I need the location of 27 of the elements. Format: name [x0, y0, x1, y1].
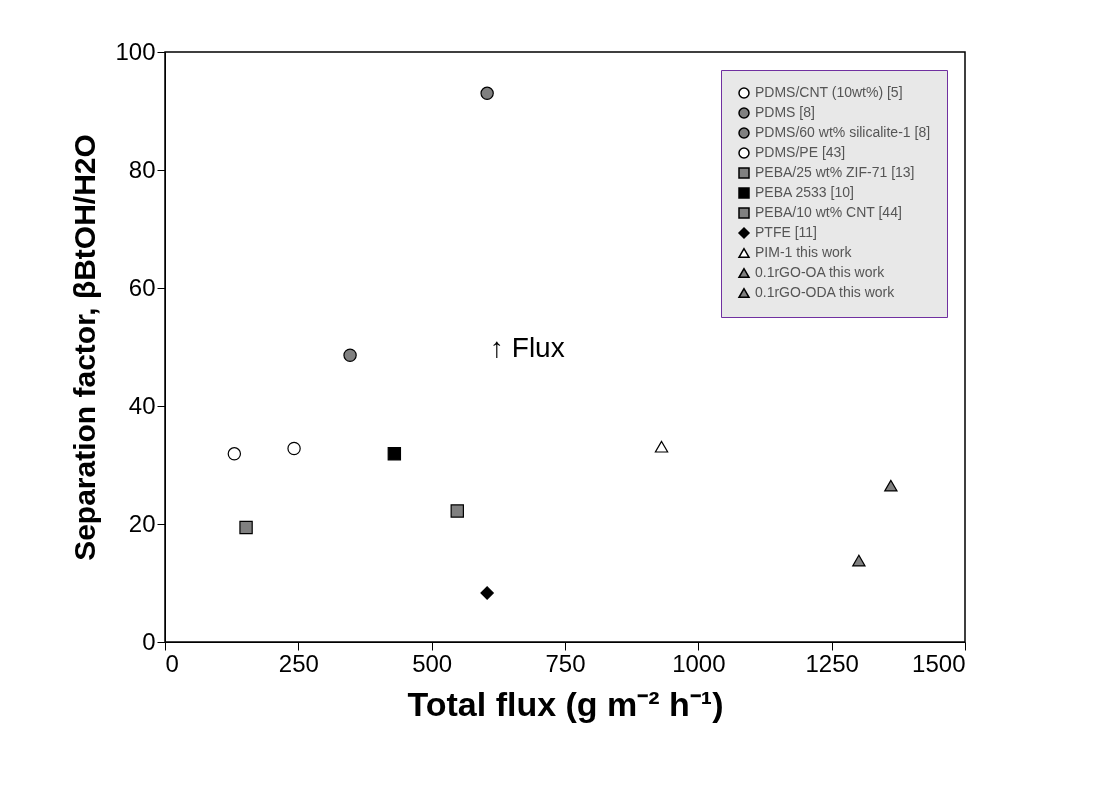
- y-axis-title: Separation factor, βBtOH/H2O: [68, 134, 102, 561]
- legend-label: PTFE [11]: [755, 224, 817, 240]
- x-tick-label: 1250: [805, 649, 859, 677]
- legend-label: 0.1rGO-OA this work: [755, 264, 886, 280]
- x-tick-label: 750: [545, 649, 586, 677]
- y-tick-label: 20: [128, 509, 156, 537]
- x-tick-label: 250: [278, 649, 319, 677]
- x-tick-label: 500: [412, 649, 453, 677]
- y-tick-label: 0: [142, 627, 156, 655]
- legend-label: PEBA/25 wt% ZIF-71 [13]: [755, 164, 915, 180]
- y-tick-label: 40: [128, 391, 156, 419]
- legend-label: PEBA/10 wt% CNT [44]: [755, 204, 902, 220]
- legend-label: PDMS/CNT (10wt%) [5]: [755, 84, 903, 100]
- x-tick-label: 1000: [672, 649, 726, 677]
- y-tick-label: 80: [128, 155, 156, 183]
- legend-label: PDMS/PE [43]: [755, 144, 846, 160]
- x-tick-label: 1500: [912, 649, 966, 677]
- y-tick-label: 60: [128, 273, 156, 301]
- annotation: ↑ Flux: [490, 332, 565, 363]
- x-axis-title: Total flux (g m⁻² h⁻¹): [407, 684, 724, 723]
- legend-label: PIM-1 this work: [755, 244, 853, 260]
- legend-label: PDMS [8]: [755, 104, 815, 120]
- legend-label: PDMS/60 wt% silicalite-1 [8]: [755, 124, 931, 140]
- x-tick-label: 0: [165, 649, 179, 677]
- legend-label: PEBA 2533 [10]: [755, 184, 854, 200]
- y-tick-label: 100: [115, 37, 156, 65]
- legend-label: 0.1rGO-ODA this work: [755, 284, 896, 300]
